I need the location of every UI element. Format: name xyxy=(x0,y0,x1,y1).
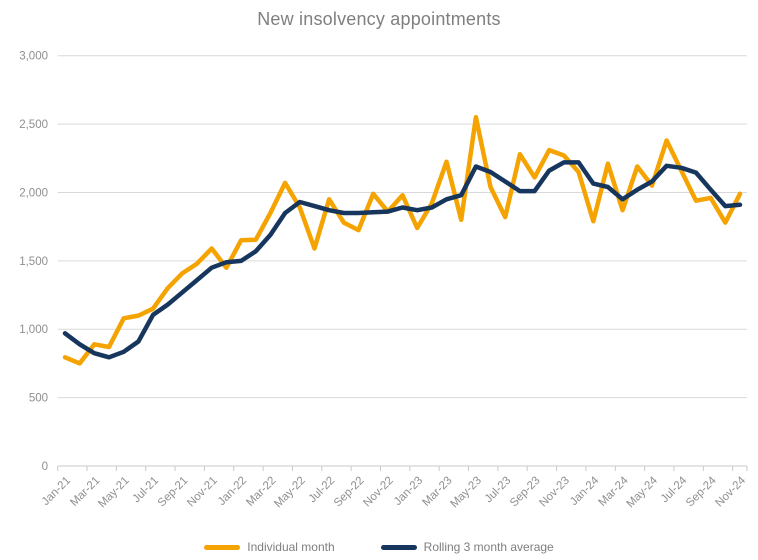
x-axis-label: Nov-21 xyxy=(185,475,220,510)
x-axis-label: May-21 xyxy=(96,475,132,511)
x-axis-label: May-24 xyxy=(624,474,660,510)
series-line-rolling-3-month-average xyxy=(62,160,743,360)
x-axis-label: Nov-24 xyxy=(713,474,748,509)
legend-item-rolling-average: Rolling 3 month average xyxy=(380,540,554,554)
x-axis-label: Jan-24 xyxy=(568,474,602,508)
x-axis-label: Sep-23 xyxy=(508,475,543,510)
y-axis-label: 2,000 xyxy=(19,187,48,199)
y-axis-label: 0 xyxy=(42,461,48,473)
x-axis-label: Sep-24 xyxy=(684,474,719,509)
legend-swatch-individual-month xyxy=(204,544,241,550)
chart-title: New insolvency appointments xyxy=(257,9,501,29)
y-axis-label: 1,000 xyxy=(19,324,48,336)
legend-swatch-rolling-average xyxy=(380,544,417,550)
y-axis-label: 3,000 xyxy=(19,51,48,63)
x-axis-label: Sep-21 xyxy=(156,475,191,510)
y-axis-label: 2,500 xyxy=(19,119,48,131)
y-axis-label: 1,500 xyxy=(19,256,48,268)
x-axis-label: May-22 xyxy=(272,475,308,511)
x-axis-label: Jan-22 xyxy=(216,475,249,508)
legend-item-individual-month: Individual month xyxy=(204,540,335,554)
x-axis-label: Nov-23 xyxy=(537,475,572,510)
x-axis-label: Jan-21 xyxy=(40,475,73,508)
legend-label-rolling-average: Rolling 3 month average xyxy=(423,540,554,554)
chart-legend: Individual month Rolling 3 month average xyxy=(0,540,758,554)
x-axis-label: Sep-22 xyxy=(332,475,367,510)
y-axis-label: 500 xyxy=(29,393,48,405)
series-line-individual-month xyxy=(62,114,743,366)
x-axis-label: Nov-22 xyxy=(361,475,396,510)
legend-label-individual-month: Individual month xyxy=(247,540,335,554)
x-axis-label: Jan-23 xyxy=(392,475,425,508)
x-axis-label: May-23 xyxy=(448,475,484,511)
